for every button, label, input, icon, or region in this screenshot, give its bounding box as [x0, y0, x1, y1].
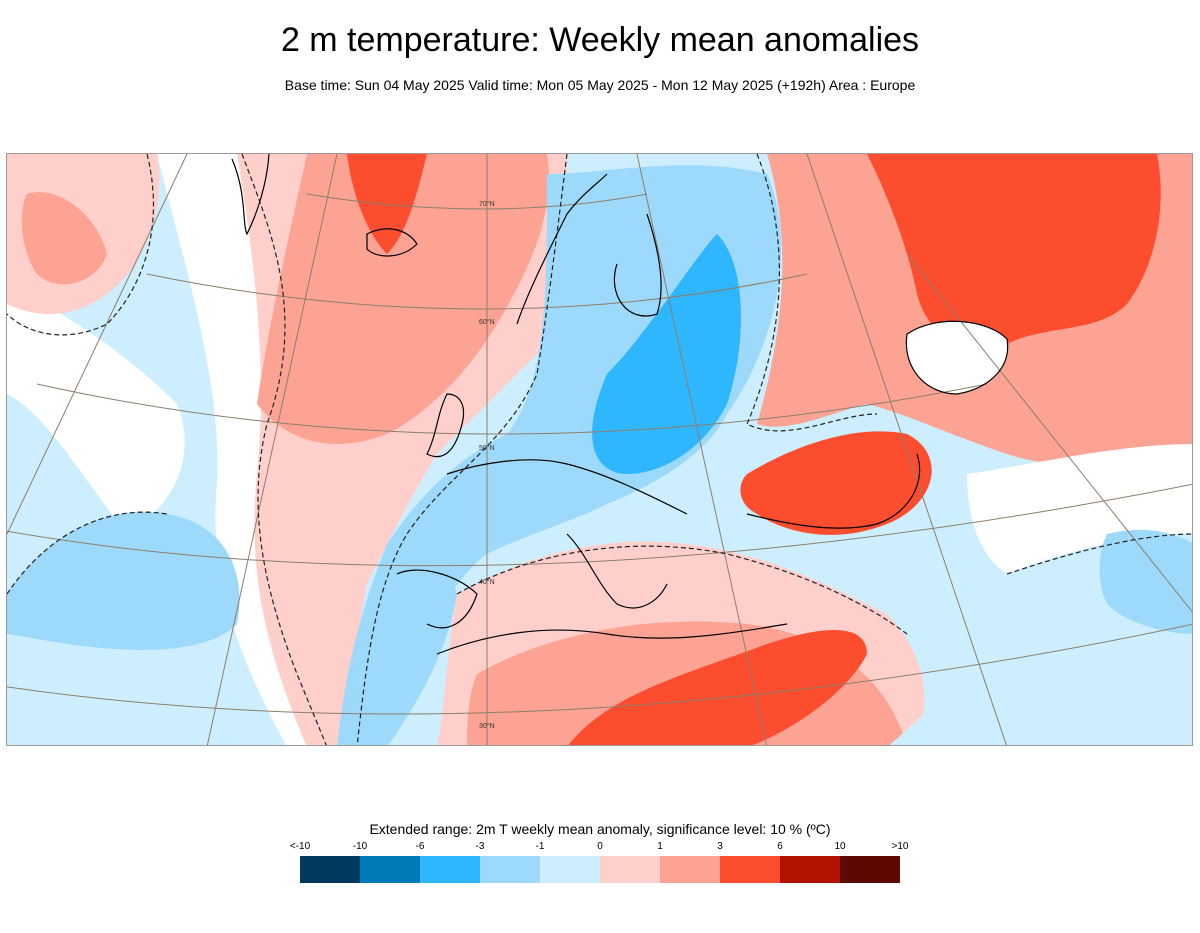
legend-tick: -6 [415, 841, 425, 852]
page-subtitle: Base time: Sun 04 May 2025 Valid time: M… [284, 77, 916, 93]
cold-anomaly-poland [592, 234, 741, 474]
legend-tick: 0 [597, 841, 603, 852]
legend-tick: -1 [535, 841, 545, 852]
warm-anomaly-russia-strong [867, 154, 1161, 351]
legend-tick: <-10 [289, 841, 311, 852]
warm-anomaly-iceland [257, 154, 549, 444]
neutral-zone-west [157, 154, 337, 745]
legend-tick: >10 [891, 841, 909, 852]
lat-label-40: 40°N [479, 578, 495, 586]
significance-contours [7, 154, 1192, 745]
legend-swatch [720, 856, 780, 883]
legend-tick: 10 [834, 841, 846, 852]
lat-label-70: 70°N [479, 200, 495, 208]
anomaly-map: 70°N 60°N 50°N 40°N 30°N [6, 153, 1193, 746]
legend-swatch [480, 856, 540, 883]
legend-tick: 6 [777, 841, 783, 852]
legend-tick: 1 [657, 841, 663, 852]
legend-title: Extended range: 2m T weekly mean anomaly… [369, 821, 831, 837]
lat-label-50: 50°N [479, 444, 495, 452]
legend-swatch [540, 856, 600, 883]
latitude-labels: 70°N 60°N 50°N 40°N 30°N [479, 200, 495, 730]
coastlines [231, 154, 1009, 655]
legend-ticks: <-10 -10 -6 -3 -1 0 1 3 6 10 >10 [290, 841, 909, 855]
warm-anomaly-turkey [740, 431, 932, 535]
cold-anomaly-atlantic-south [7, 512, 240, 650]
legend-tick: -3 [475, 841, 485, 852]
warm-anomaly-sahara-strong [568, 630, 867, 745]
legend-swatch [660, 856, 720, 883]
legend-color-bar [300, 856, 900, 883]
legend-swatch [780, 856, 840, 883]
legend-swatch [840, 856, 900, 883]
cold-anomaly-iran [1099, 529, 1192, 634]
legend-swatch [600, 856, 660, 883]
legend-tick: -10 [352, 841, 368, 852]
lat-label-60: 60°N [479, 318, 495, 326]
graticule [7, 154, 1192, 745]
neutral-zone-atlantic-north [7, 284, 185, 534]
legend-swatch [360, 856, 420, 883]
page-title: 2 m temperature: Weekly mean anomalies [280, 21, 920, 59]
legend-swatch [300, 856, 360, 883]
legend-swatch [420, 856, 480, 883]
warm-anomaly-greenland-core [21, 192, 107, 285]
neutral-zone-black-sea [906, 321, 1008, 394]
neutral-zone-east [967, 444, 1192, 574]
lat-label-30: 30°N [479, 722, 495, 730]
cold-anomaly-iberia [347, 563, 457, 745]
legend-tick: 3 [717, 841, 723, 852]
